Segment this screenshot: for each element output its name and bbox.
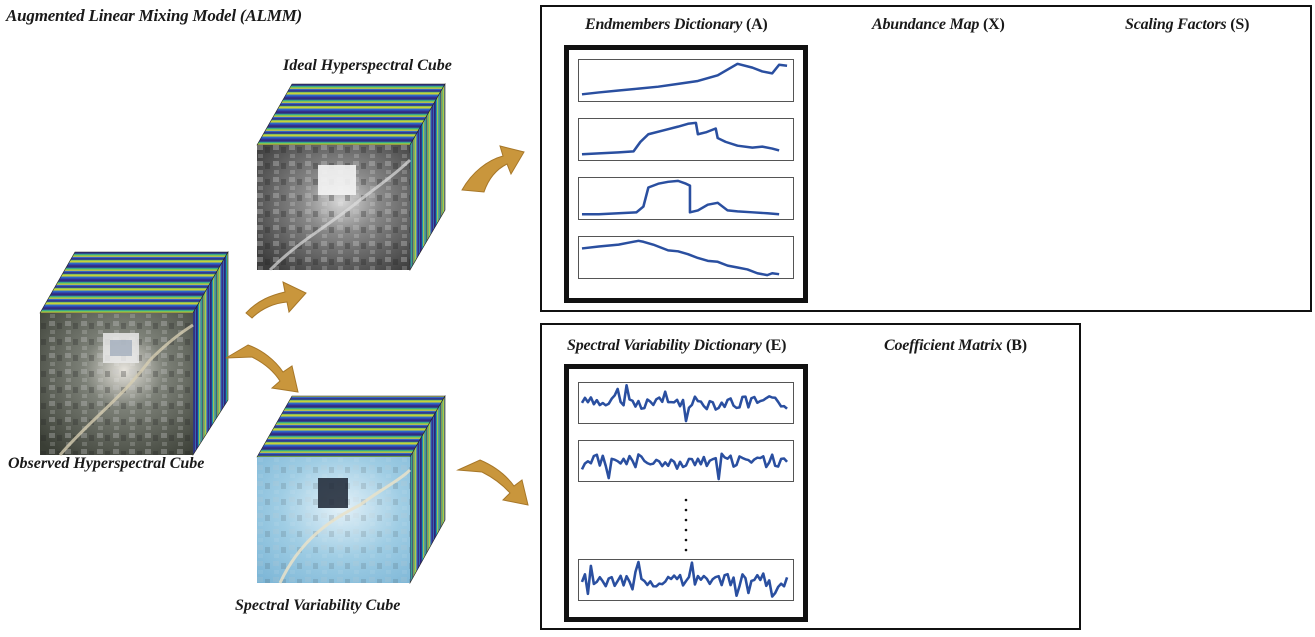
abundance-title: Abundance Map (X): [872, 16, 1005, 34]
abundance-title-text: Abundance Map: [872, 16, 980, 33]
scaling-title-text: Scaling Factors: [1125, 16, 1227, 33]
endmember-plot-1: [578, 59, 794, 102]
observed-cube: [39, 250, 229, 457]
endmembers-symbol: (A): [745, 16, 768, 33]
coefficient-title-text: Coefficient Matrix: [884, 337, 1003, 354]
endmember-plot-2: [578, 118, 794, 161]
endmembers-title-text: Endmembers Dictionary: [585, 16, 743, 33]
ellipsis-dots: [684, 497, 688, 553]
coefficient-symbol: (B): [1006, 337, 1027, 354]
arrow-to-ideal: [245, 281, 307, 319]
endmember-plot-4: [578, 236, 794, 279]
variability-symbol: (E): [765, 337, 787, 354]
scaling-symbol: (S): [1230, 16, 1250, 33]
endmember-plot-3: [578, 177, 794, 220]
variability-plot-3: [578, 559, 794, 601]
variability-plot-2: [578, 440, 794, 482]
ideal-cube: [256, 82, 446, 272]
variability-dictionary: [564, 364, 808, 622]
variability-cube: [256, 394, 446, 585]
variability-dictionary-title: Spectral Variability Dictionary (E): [567, 337, 786, 355]
variability-title-text: Spectral Variability Dictionary: [567, 337, 762, 354]
scaling-title: Scaling Factors (S): [1125, 16, 1249, 34]
abundance-symbol: (X): [983, 16, 1005, 33]
endmembers-dictionary: [564, 45, 808, 303]
variability-cube-label: Spectral Variability Cube: [235, 597, 401, 614]
observed-cube-label: Observed Hyperspectral Cube: [8, 455, 205, 472]
coefficient-title: Coefficient Matrix (B): [884, 337, 1027, 355]
arrow-to-bottom-panel: [456, 459, 529, 506]
arrow-to-variability: [225, 344, 299, 393]
figure-title: Augmented Linear Mixing Model (ALMM): [6, 6, 302, 25]
ideal-cube-label: Ideal Hyperspectral Cube: [283, 57, 452, 74]
variability-plot-1: [578, 382, 794, 424]
arrow-to-top-panel: [461, 145, 525, 193]
endmembers-title: Endmembers Dictionary (A): [585, 16, 768, 34]
